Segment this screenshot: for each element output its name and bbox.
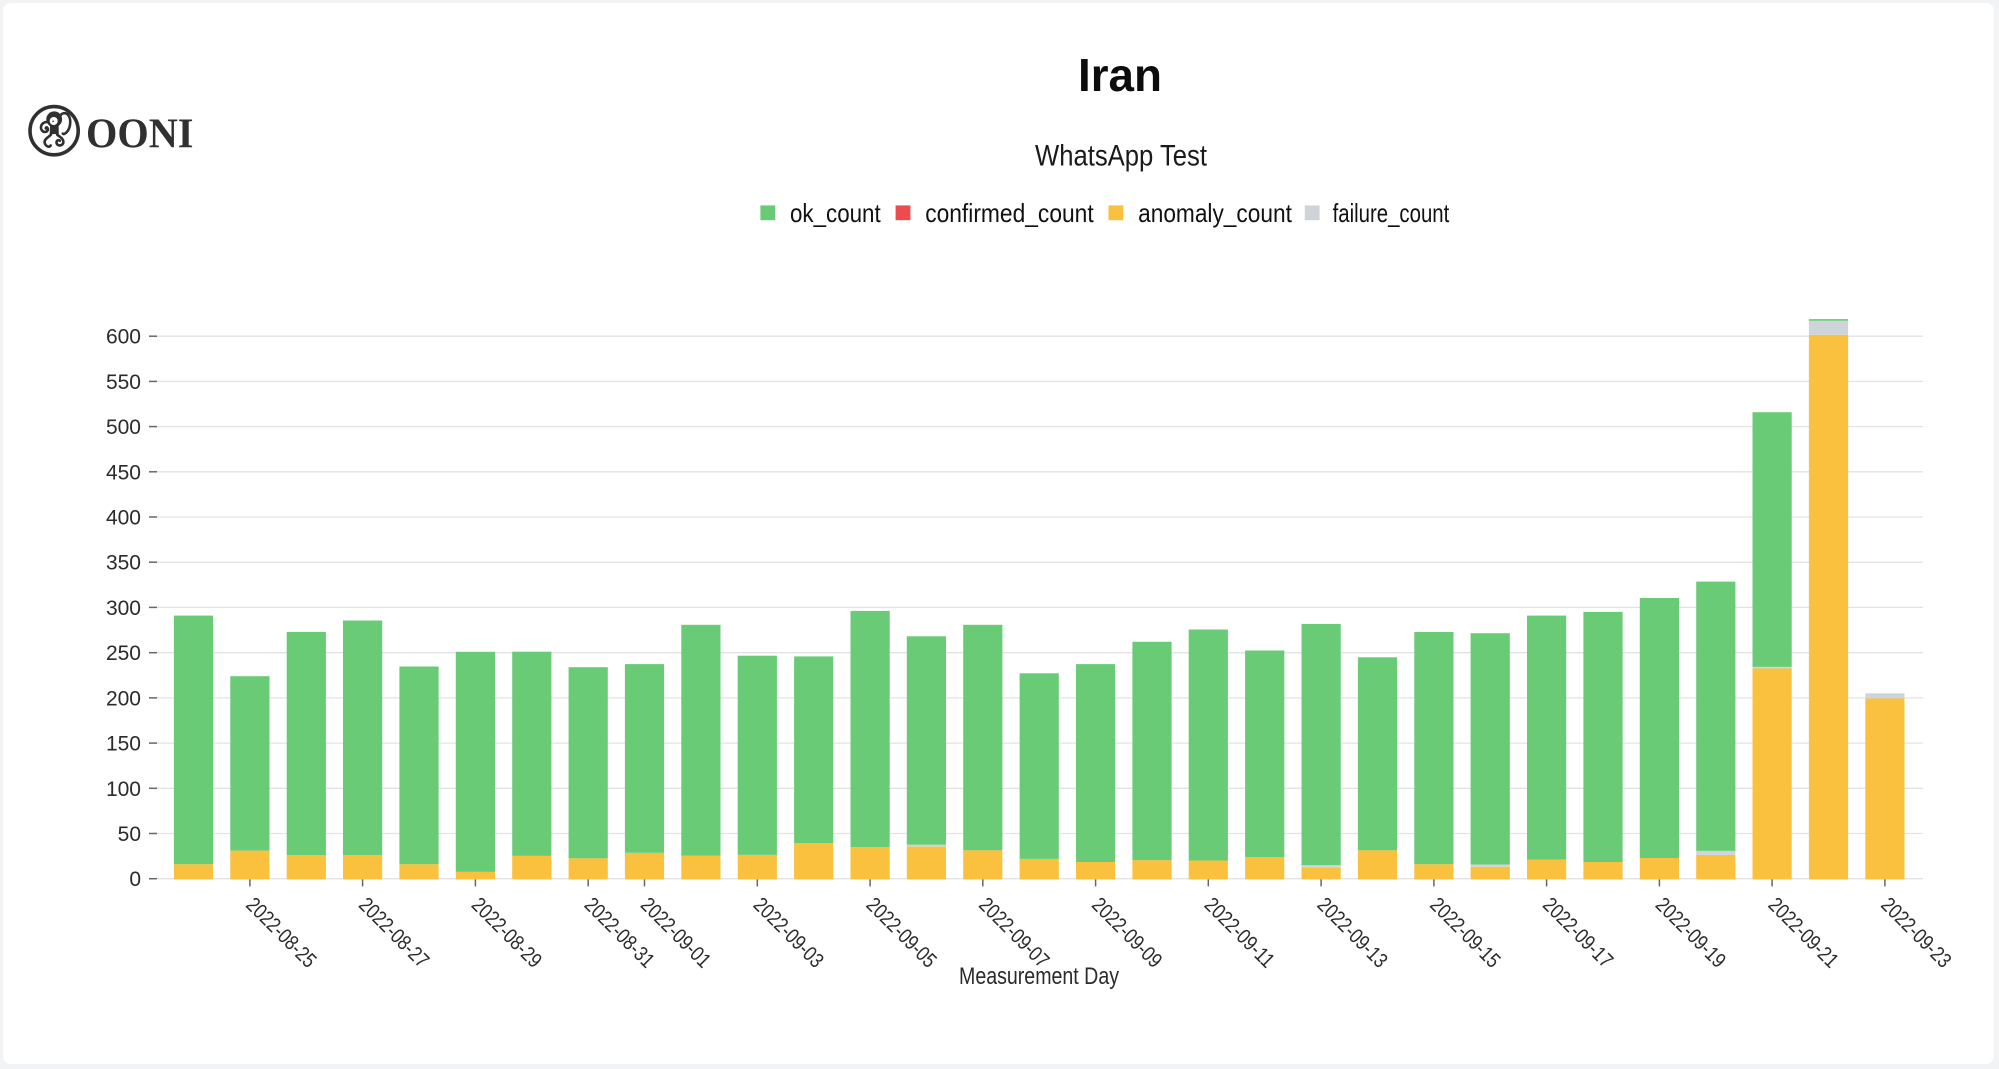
- svg-text:ok_count: ok_count: [790, 198, 881, 228]
- svg-text:50: 50: [118, 823, 141, 846]
- svg-text:200: 200: [106, 687, 141, 710]
- svg-text:450: 450: [106, 461, 141, 484]
- svg-text:150: 150: [106, 733, 141, 756]
- svg-text:Measurement Day: Measurement Day: [959, 963, 1119, 990]
- svg-text:failure_count: failure_count: [1333, 198, 1450, 228]
- svg-text:anomaly_count: anomaly_count: [1138, 198, 1292, 228]
- svg-text:250: 250: [106, 642, 141, 665]
- svg-text:400: 400: [106, 507, 141, 530]
- svg-text:550: 550: [106, 371, 141, 394]
- svg-text:300: 300: [106, 597, 141, 620]
- svg-text:confirmed_count: confirmed_count: [925, 198, 1094, 228]
- svg-text:WhatsApp Test: WhatsApp Test: [1035, 140, 1208, 173]
- svg-text:100: 100: [106, 778, 141, 801]
- svg-text:Iran: Iran: [1078, 49, 1162, 101]
- svg-text:OONI: OONI: [86, 112, 194, 158]
- svg-text:350: 350: [106, 552, 141, 575]
- svg-text:0: 0: [129, 868, 141, 891]
- svg-text:600: 600: [106, 326, 141, 349]
- svg-text:500: 500: [106, 416, 141, 439]
